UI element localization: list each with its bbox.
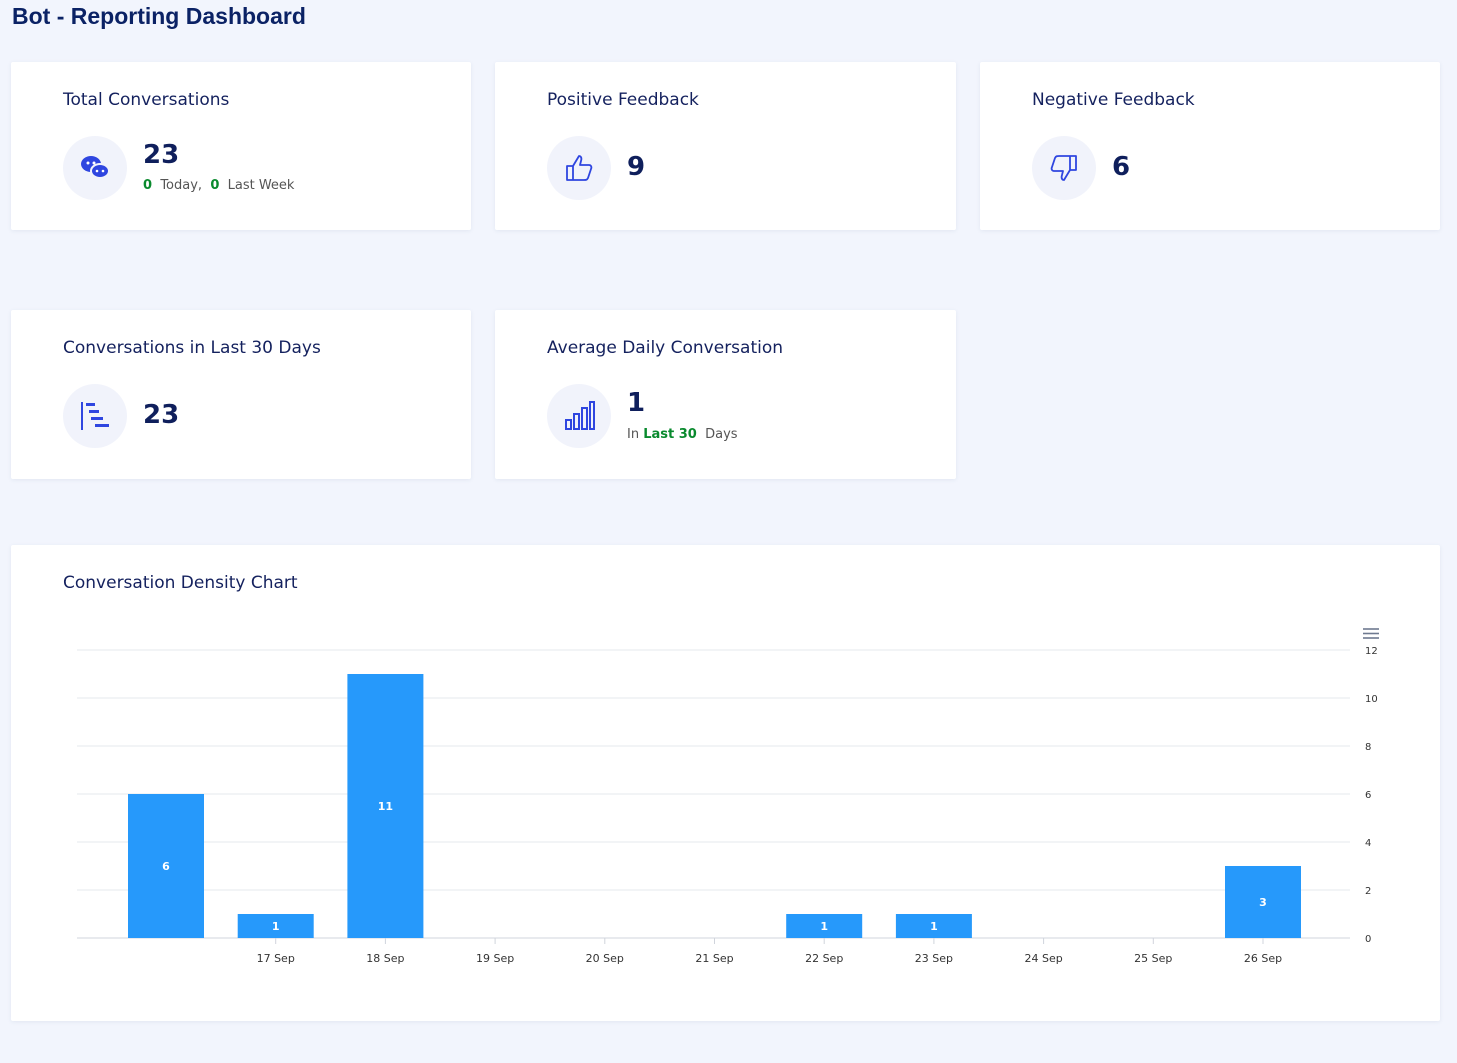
card-title: Average Daily Conversation <box>547 338 784 358</box>
y-tick-label: 6 <box>1365 790 1371 801</box>
period: Last 30 <box>643 427 697 442</box>
card: Total Conversations 23 0 Today, 0 Last W… <box>11 62 471 230</box>
bar <box>128 794 204 938</box>
x-tick-label: 20 Sep <box>586 952 624 965</box>
card-sub: In Last 30 Days <box>627 427 738 442</box>
card: Negative Feedback 6 <box>980 62 1440 230</box>
card-value: 6 <box>1112 152 1131 182</box>
x-tick-label: 24 Sep <box>1024 952 1062 965</box>
y-tick-label: 12 <box>1365 646 1378 657</box>
card-title: Total Conversations <box>63 90 230 110</box>
x-tick-label: 21 Sep <box>695 952 733 965</box>
card: Positive Feedback 9 <box>495 62 956 230</box>
card-value: 9 <box>627 152 646 182</box>
page-title: Bot - Reporting Dashboard <box>12 3 306 29</box>
prefix: In <box>627 427 640 442</box>
icon <box>1032 136 1096 200</box>
icon <box>547 384 611 448</box>
y-tick-label: 0 <box>1365 934 1371 945</box>
bar-value-label: 3 <box>1259 896 1267 909</box>
x-tick-label: 26 Sep <box>1244 952 1282 965</box>
card-sub: 0 Today, 0 Last Week <box>143 178 294 193</box>
x-tick-label: 17 Sep <box>257 952 295 965</box>
x-tick-label: 18 Sep <box>366 952 404 965</box>
bar <box>895 914 972 938</box>
card-title: Negative Feedback <box>1032 90 1195 110</box>
card: Conversations in Last 30 Days 23 <box>11 310 471 479</box>
icon <box>547 136 611 200</box>
week-label: Last Week <box>227 178 295 193</box>
bar-value-label: 1 <box>272 920 280 933</box>
x-tick-label: 19 Sep <box>476 952 514 965</box>
bar <box>347 674 424 938</box>
x-tick-label: 25 Sep <box>1134 952 1172 965</box>
y-tick-label: 8 <box>1365 742 1371 753</box>
icon <box>63 384 127 448</box>
bar <box>237 914 314 938</box>
bar <box>786 914 863 938</box>
suffix: Days <box>705 427 738 442</box>
y-tick-label: 2 <box>1365 886 1371 897</box>
card-value: 23 <box>143 400 180 430</box>
today-count: 0 <box>143 178 153 193</box>
chart-title: Conversation Density Chart <box>63 573 298 593</box>
card-title: Conversations in Last 30 Days <box>63 338 321 358</box>
card-value: 23 <box>143 140 180 170</box>
card-value: 1 <box>627 388 646 418</box>
bar-value-label: 6 <box>162 860 170 873</box>
icon <box>63 136 127 200</box>
card: Average Daily Conversation 1 In Last 30 … <box>495 310 956 479</box>
bar-value-label: 1 <box>820 920 828 933</box>
bar-value-label: 1 <box>930 920 938 933</box>
menu-icon[interactable] <box>1363 628 1379 639</box>
y-tick-label: 10 <box>1365 694 1378 705</box>
y-tick-label: 4 <box>1365 838 1371 849</box>
x-tick-label: 23 Sep <box>915 952 953 965</box>
x-tick-label: 22 Sep <box>805 952 843 965</box>
today-label: Today, <box>160 178 203 193</box>
bar-value-label: 11 <box>378 800 393 813</box>
bar <box>1225 866 1301 938</box>
card-title: Positive Feedback <box>547 90 699 110</box>
week-count: 0 <box>210 178 220 193</box>
chart-card: Conversation Density Chart 0 2 4 6 8 10 12 6 17 … <box>11 545 1440 1021</box>
